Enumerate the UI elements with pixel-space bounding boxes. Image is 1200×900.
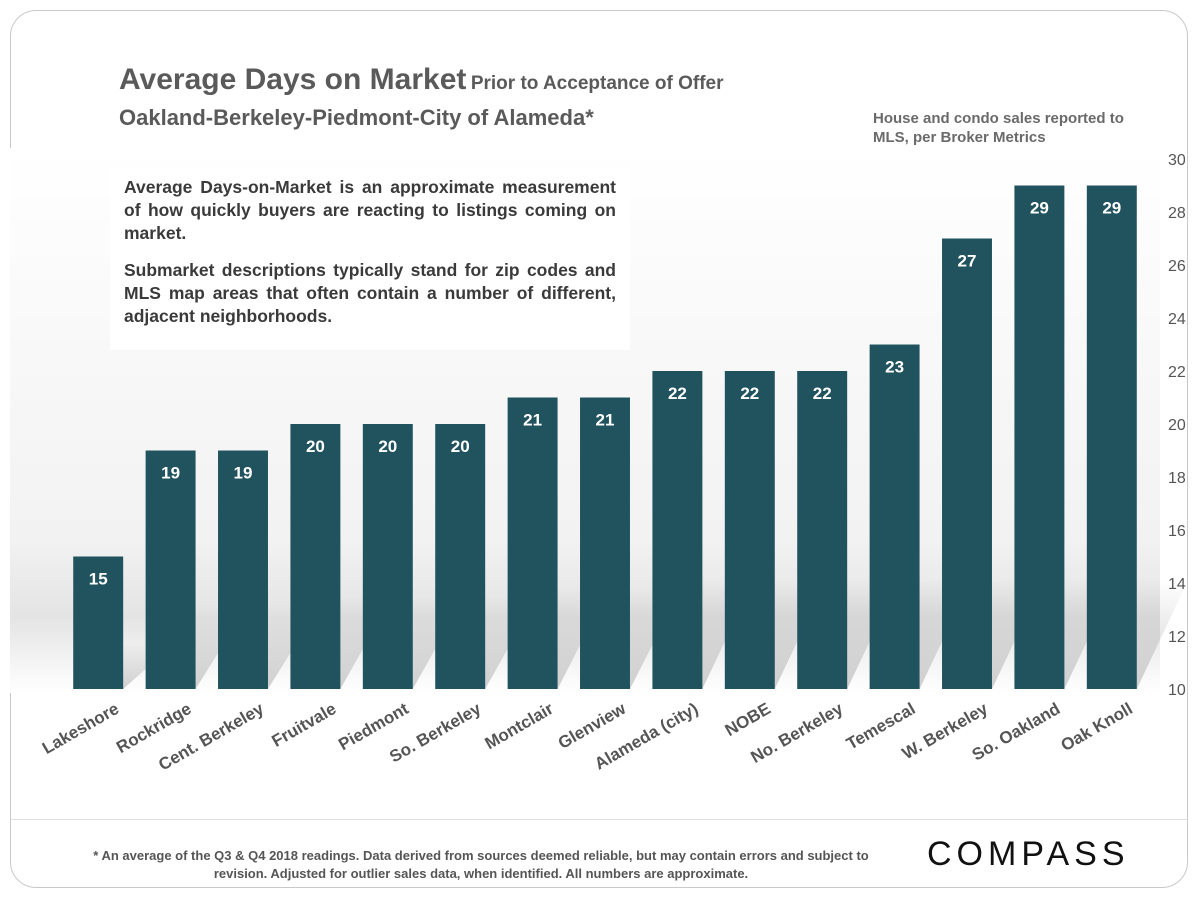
bar: [435, 424, 486, 689]
y-tick-label: 24: [1168, 311, 1186, 328]
bar-value-label: 15: [89, 570, 108, 589]
bar: [724, 371, 775, 689]
bar: [942, 238, 992, 689]
bar-value-label: 27: [958, 252, 977, 271]
bar-value-label: 21: [596, 411, 615, 430]
x-tick-label: Lakeshore: [39, 699, 122, 758]
bar: [580, 397, 630, 689]
y-tick-label: 20: [1168, 417, 1186, 434]
source-note: House and condo sales reported to MLS, p…: [873, 110, 1124, 146]
y-tick-label: 14: [1168, 576, 1186, 593]
callout-paragraph-2: Submarket descriptions typically stand f…: [124, 260, 616, 326]
bar-value-label: 22: [813, 384, 832, 403]
bar-value-label: 29: [1102, 199, 1121, 218]
y-tick-label: 16: [1168, 523, 1186, 540]
y-tick-label: 30: [1168, 152, 1186, 169]
brand-logo: COMPASS: [927, 835, 1130, 873]
bar: [507, 397, 558, 689]
bar-value-label: 20: [451, 437, 470, 456]
bar: [362, 424, 413, 689]
title-main: Average Days on Market: [119, 63, 467, 96]
bar-value-label: 20: [378, 437, 397, 456]
title-suffix: Prior to Acceptance of Offer: [470, 73, 724, 94]
bar-value-label: 19: [161, 464, 180, 483]
bar: [73, 556, 124, 689]
bar-value-label: 21: [523, 411, 542, 430]
footnote: * An average of the Q3 & Q4 2018 reading…: [93, 848, 869, 881]
footer-divider: [11, 819, 1187, 820]
bar-value-label: 22: [740, 384, 759, 403]
x-tick-label: NOBE: [722, 699, 774, 740]
bar: [1086, 185, 1137, 689]
y-tick-label: 18: [1168, 470, 1186, 487]
y-tick-label: 28: [1168, 205, 1186, 222]
y-tick-label: 26: [1168, 258, 1186, 275]
bar-value-label: 20: [306, 437, 325, 456]
bar-value-label: 19: [234, 464, 253, 483]
bar: [869, 344, 920, 689]
x-tick-label: Fruitvale: [269, 699, 340, 751]
y-tick-label: 10: [1168, 682, 1186, 699]
bar-value-label: 23: [885, 358, 904, 377]
chart-title: Average Days on Market Prior to Acceptan…: [119, 63, 724, 97]
callout-paragraph-1: Average Days-on-Market is an approximate…: [124, 177, 616, 243]
bar: [652, 371, 703, 689]
y-tick-label: 22: [1168, 364, 1186, 381]
bar: [290, 424, 341, 689]
bar: [218, 450, 268, 689]
bar-value-label: 29: [1030, 199, 1049, 218]
bar: [797, 371, 848, 689]
y-tick-label: 12: [1168, 629, 1186, 646]
callout-box: Average Days-on-Market is an approximate…: [110, 168, 630, 350]
bar: [145, 450, 196, 689]
x-tick-label: Montclair: [482, 699, 557, 753]
bar: [1014, 185, 1065, 689]
chart-subtitle: Oakland-Berkeley-Piedmont-City of Alamed…: [119, 105, 594, 130]
x-tick-label: Oak Knoll: [1058, 699, 1136, 755]
bar-value-label: 22: [668, 384, 687, 403]
